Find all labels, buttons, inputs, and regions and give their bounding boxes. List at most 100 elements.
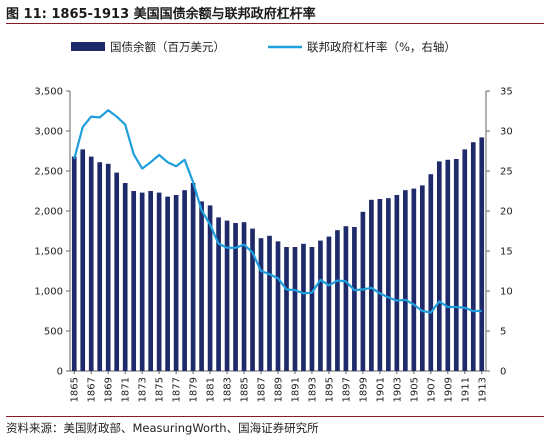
right-tick-label: 20	[500, 207, 513, 218]
figure-title: 图 11: 1865-1913 美国国债余额与联邦政府杠杆率	[6, 3, 316, 22]
left-tick-label: 1,000	[34, 287, 63, 298]
x-tick-label: 1893	[307, 377, 318, 402]
bar	[445, 159, 451, 371]
bar	[199, 201, 204, 371]
bar	[428, 174, 434, 371]
x-tick-label: 1899	[358, 377, 369, 402]
x-tick-label: 1889	[274, 377, 285, 402]
bar	[352, 227, 357, 371]
bar	[258, 238, 264, 371]
title-rule	[6, 23, 544, 24]
bar	[343, 226, 349, 371]
legend-bar-swatch	[71, 42, 105, 51]
left-tick-label: 3,500	[34, 87, 63, 98]
bar	[479, 137, 485, 371]
x-tick-label: 1909	[443, 377, 454, 402]
bar	[148, 191, 153, 371]
bar	[335, 230, 340, 371]
left-tick-label: 2,500	[34, 167, 63, 178]
bar	[301, 243, 306, 371]
bar	[156, 192, 162, 371]
bar	[139, 192, 145, 371]
line-series	[73, 109, 482, 314]
bar	[360, 211, 366, 371]
bar	[267, 235, 272, 371]
x-tick-label: 1903	[392, 377, 403, 402]
bar	[309, 247, 315, 371]
bar	[224, 220, 230, 371]
figure-label: 图 11:	[6, 7, 47, 22]
x-tick-label: 1867	[87, 377, 98, 402]
bar	[88, 156, 94, 371]
bar	[377, 199, 383, 371]
right-tick-label: 5	[500, 327, 506, 338]
left-tick-label: 2,000	[34, 207, 63, 218]
bar	[207, 205, 213, 371]
bar	[173, 195, 179, 371]
x-tick-label: 1865	[70, 377, 81, 402]
bar	[97, 162, 103, 371]
bar	[165, 196, 170, 371]
x-tick-label: 1913	[477, 377, 488, 402]
x-tick-label: 1895	[324, 377, 335, 402]
bar	[71, 156, 77, 371]
right-tick-label: 35	[500, 87, 513, 98]
bar	[190, 183, 196, 371]
x-tick-label: 1887	[257, 377, 268, 402]
bar	[131, 191, 137, 371]
right-tick-label: 25	[500, 167, 513, 178]
bar	[233, 223, 238, 371]
x-tick-label: 1891	[290, 377, 301, 402]
left-tick-label: 0	[57, 367, 63, 378]
bar	[394, 195, 400, 371]
bar	[403, 190, 408, 371]
axes	[66, 90, 490, 374]
right-tick-label: 0	[500, 367, 506, 378]
bar	[250, 228, 255, 371]
source-note: 资料来源：美国财政部、MeasuringWorth、国海证券研究所	[6, 421, 319, 435]
x-tick-label: 1875	[155, 377, 166, 402]
x-tick-label: 1901	[375, 377, 386, 402]
bar	[369, 199, 374, 371]
bar	[105, 163, 111, 371]
legend-line-label: 联邦政府杠杆率（%，右轴）	[307, 40, 456, 54]
bar	[318, 240, 323, 371]
bar	[114, 172, 120, 371]
right-tick-label: 30	[500, 127, 513, 138]
left-tick-label: 500	[44, 327, 63, 338]
bar-series	[71, 137, 485, 371]
x-tick-label: 1885	[240, 377, 251, 402]
bar	[326, 236, 332, 371]
x-tick-label: 1873	[138, 377, 149, 402]
x-tick-label: 1881	[206, 377, 217, 402]
bar	[386, 198, 391, 371]
right-tick-label: 15	[500, 247, 513, 258]
x-tick-label: 1869	[104, 377, 115, 402]
x-tick-label: 1879	[189, 377, 200, 402]
x-tick-label: 1911	[460, 377, 471, 402]
bar	[284, 247, 289, 371]
bar	[419, 185, 425, 371]
bar	[411, 188, 417, 371]
bar	[122, 183, 128, 371]
left-tick-label: 3,000	[34, 127, 63, 138]
x-tick-label: 1905	[409, 377, 420, 402]
x-tick-label: 1871	[121, 377, 132, 402]
legend: 国债余额（百万美元） 联邦政府杠杆率（%，右轴）	[71, 40, 456, 54]
bar	[292, 247, 298, 371]
x-tick-label: 1883	[223, 377, 234, 402]
left-tick-label: 1,500	[34, 247, 63, 258]
bar	[470, 142, 476, 371]
figure-title-text: 1865-1913 美国国债余额与联邦政府杠杆率	[51, 7, 316, 22]
bar	[182, 190, 187, 371]
leverage-line	[73, 109, 482, 314]
x-tick-label: 1877	[172, 377, 183, 402]
bar	[275, 241, 281, 371]
legend-bar-label: 国债余额（百万美元）	[110, 40, 225, 54]
bar	[453, 159, 459, 371]
bar	[436, 161, 442, 371]
right-tick-label: 10	[500, 287, 513, 298]
bottom-rule	[6, 416, 544, 417]
bar	[462, 149, 468, 371]
bar	[241, 222, 247, 371]
